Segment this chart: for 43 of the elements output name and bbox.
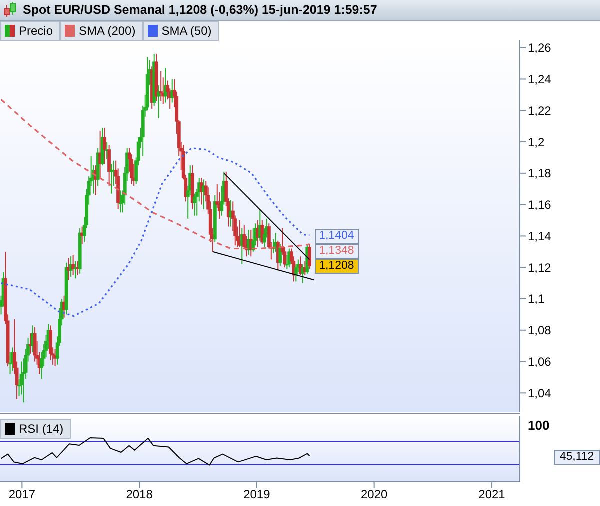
text: 100 xyxy=(528,418,550,433)
data-label: 1,1348 xyxy=(314,244,359,259)
text: 45,112 xyxy=(554,450,600,465)
y-tick-label: 1,18 xyxy=(528,166,552,181)
line-series xyxy=(0,98,310,250)
y-tick-label: 1,08 xyxy=(528,324,552,338)
line-series xyxy=(0,148,310,318)
candlestick xyxy=(8,352,12,375)
candlestick xyxy=(49,325,52,361)
y-tick-label: 1,24 xyxy=(528,72,552,86)
y-tick-label: 1,06 xyxy=(528,355,552,370)
candlestick xyxy=(28,333,32,354)
legend-label: RSI (14) xyxy=(19,422,64,436)
candlestick xyxy=(157,85,161,119)
legend-label: Precio xyxy=(19,24,54,38)
candlestick xyxy=(308,244,312,270)
y-tick-label: 1,16 xyxy=(528,198,552,212)
x-tick-label: 2018 xyxy=(126,488,154,502)
legend-label: SMA (50) xyxy=(162,24,212,38)
candlestick xyxy=(72,254,76,276)
candlestick xyxy=(108,144,112,186)
data-label: 1,1404 xyxy=(314,228,359,244)
x-tick-label: 2021 xyxy=(478,488,506,502)
y-tick-label: 1,26 xyxy=(528,41,552,56)
y-tick-label: 1,14 xyxy=(528,229,552,244)
x-tick-label: 2017 xyxy=(8,488,36,502)
candlestick xyxy=(294,264,298,282)
y-tick-label: 1,22 xyxy=(528,104,552,118)
candlestick xyxy=(278,244,282,267)
y-tick-label: 1,1 xyxy=(528,292,546,306)
candlestick xyxy=(260,220,264,245)
y-tick-label: 1,04 xyxy=(528,386,552,400)
candlestick xyxy=(159,70,163,102)
legend-label: SMA (200) xyxy=(79,24,136,38)
chart-title: Spot EUR/USD Semanal 1,1208 (-0,63%) 15-jun-2019 1:59:57 xyxy=(23,3,378,17)
text: 1,1208 xyxy=(319,260,354,272)
candlestick xyxy=(33,326,37,362)
candlestick xyxy=(193,193,197,216)
x-tick-label: 2019 xyxy=(244,488,271,502)
y-tick-label: 1,2 xyxy=(528,135,546,150)
y-tick-label: 1,12 xyxy=(528,260,552,275)
candlestick xyxy=(252,228,256,252)
x-tick-label: 2020 xyxy=(360,488,388,502)
